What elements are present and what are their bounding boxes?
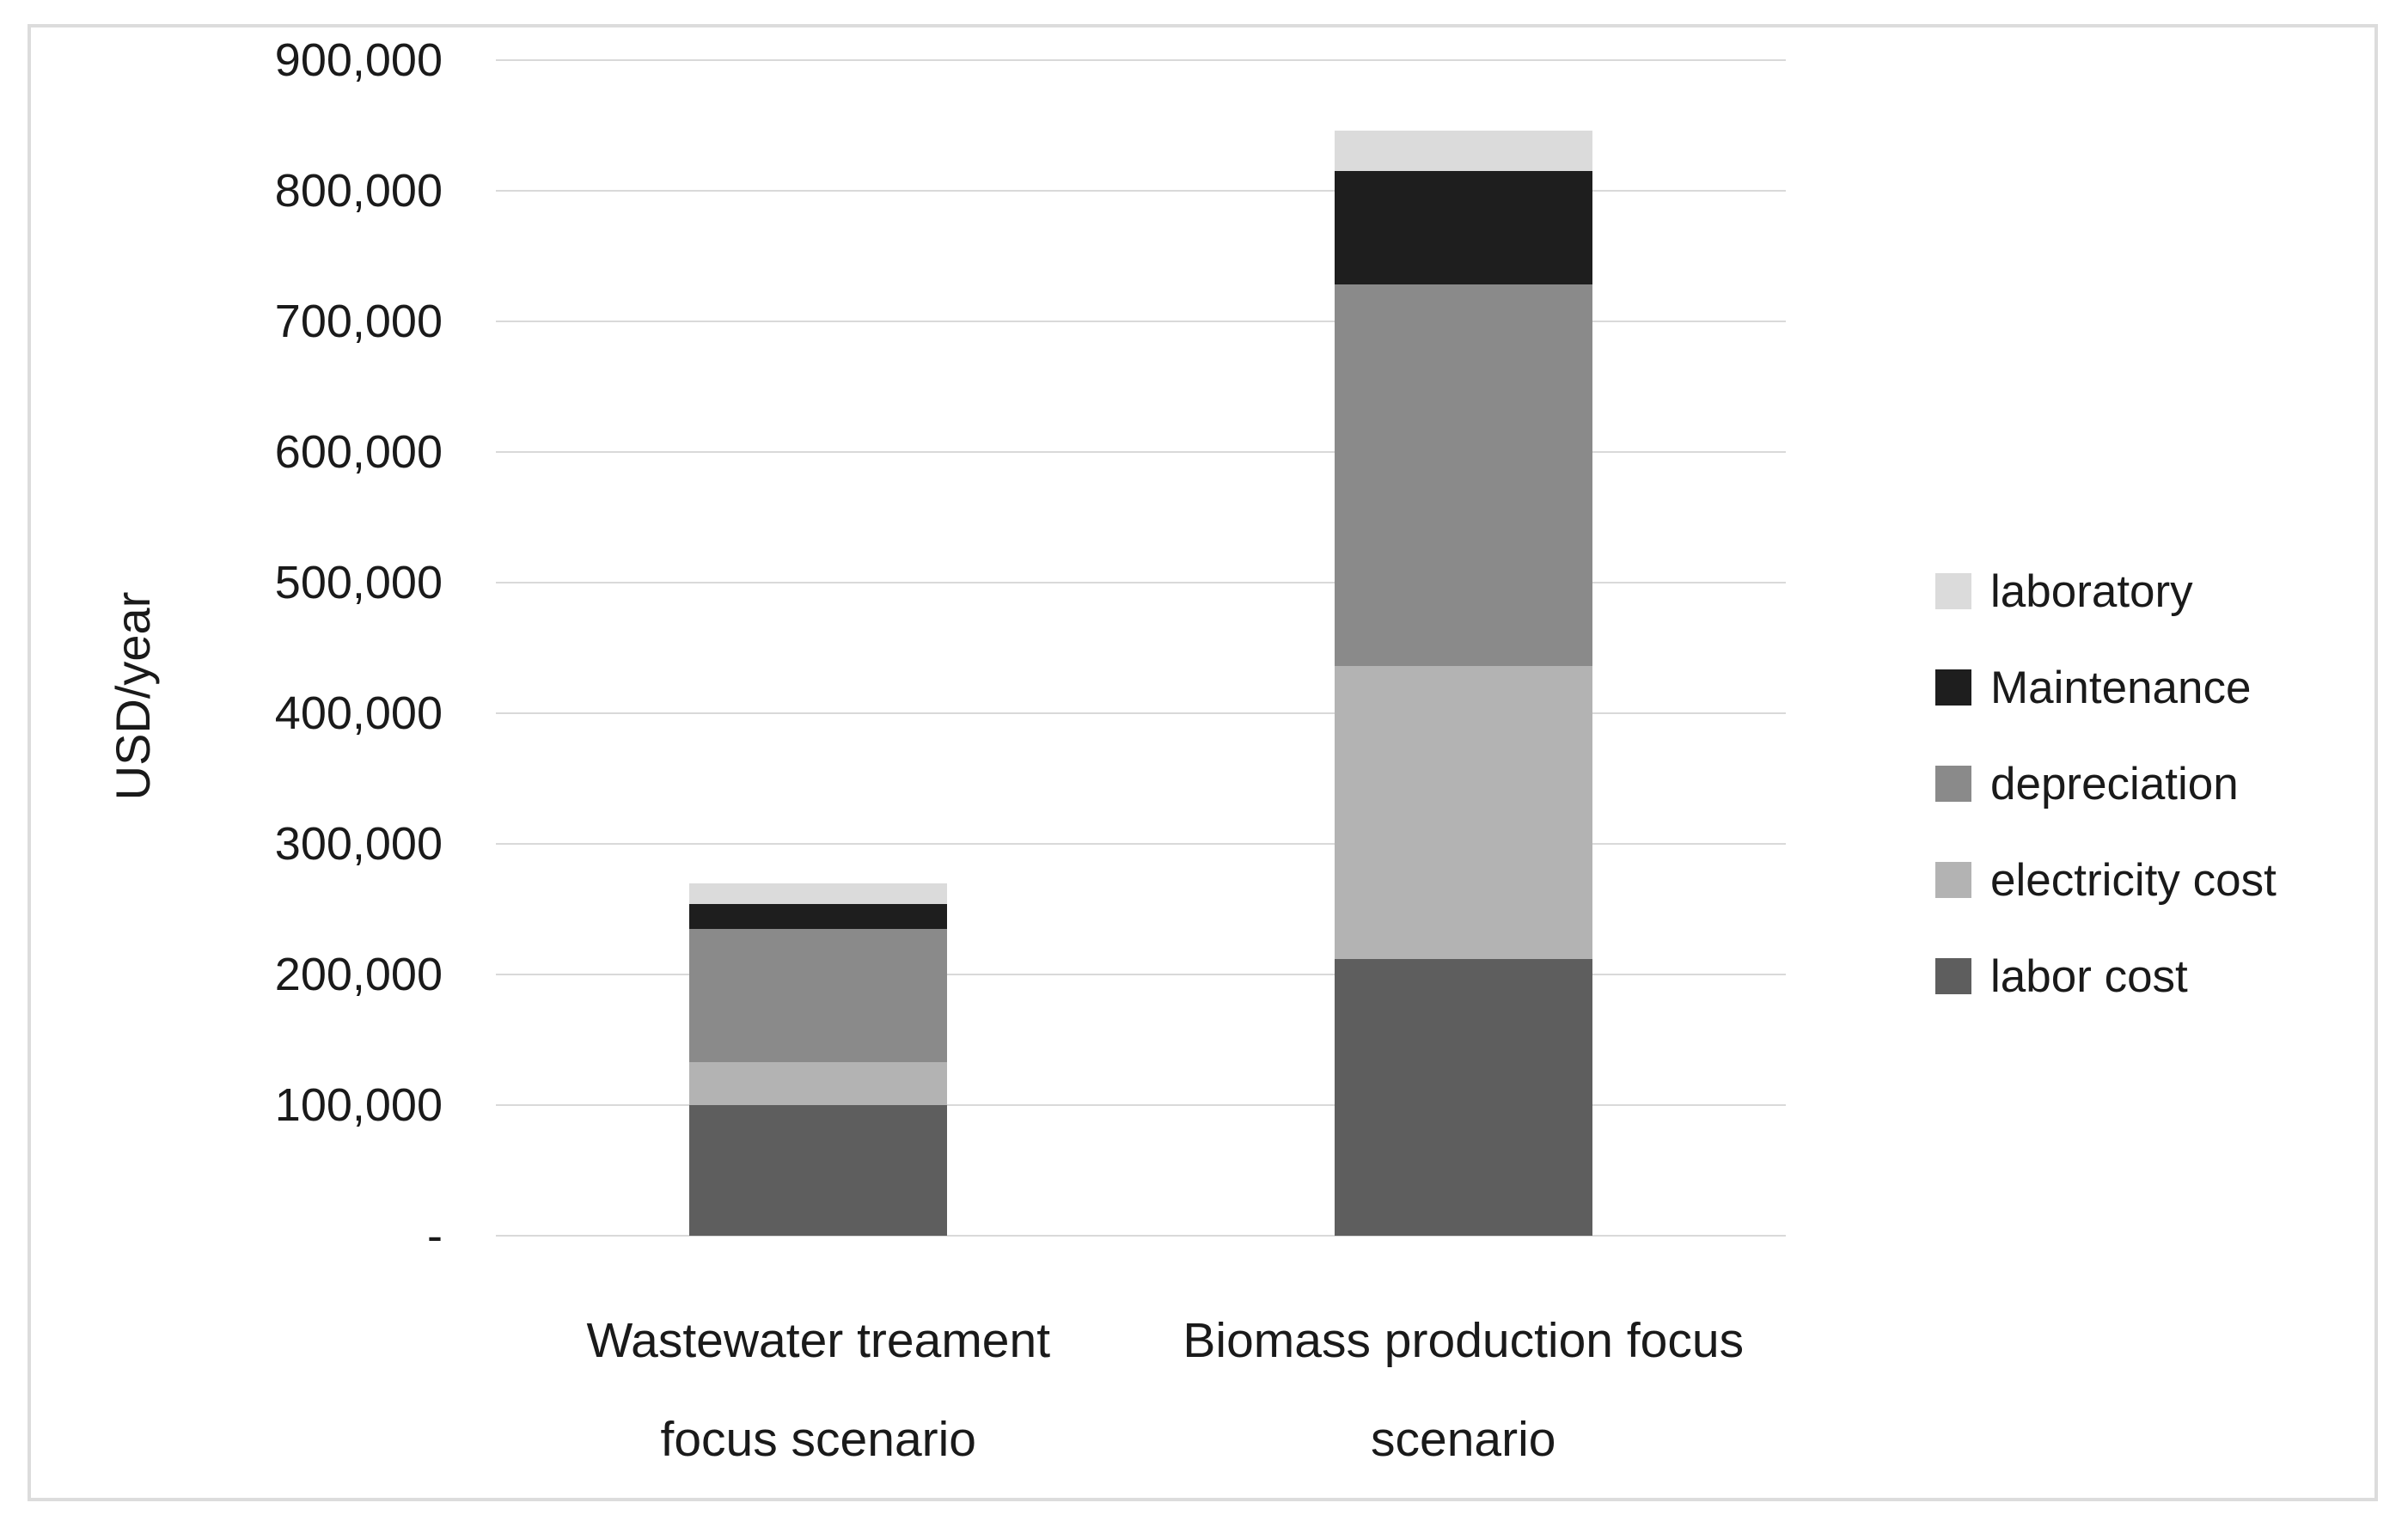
legend-swatch: [1935, 766, 1971, 802]
y-tick-label: 500,000: [274, 557, 443, 608]
legend-label: Maintenance: [1990, 662, 2252, 713]
legend-label: depreciation: [1990, 758, 2239, 809]
gridline: [496, 451, 1786, 453]
bar-segment-depreciation: [689, 928, 948, 1062]
bar-segment-electricity-cost: [689, 1061, 948, 1105]
category-label: Biomass production focus scenario: [1183, 1313, 1745, 1468]
bar-segment-electricity-cost: [1334, 666, 1592, 959]
bar-segment-maintenance: [1334, 171, 1592, 285]
gridline: [496, 712, 1786, 714]
legend-label: labor cost: [1990, 950, 2188, 1002]
gridline: [496, 59, 1786, 61]
y-tick-label: 700,000: [274, 296, 443, 347]
gridline: [496, 843, 1786, 845]
chart-border: [28, 24, 2378, 1501]
bar-segment-maintenance: [689, 903, 948, 929]
gridline: [496, 1104, 1786, 1106]
legend-swatch: [1935, 669, 1971, 706]
legend-swatch: [1935, 862, 1971, 898]
y-tick-label: 400,000: [274, 687, 443, 739]
y-tick-label: 900,000: [274, 34, 443, 86]
y-tick-label: 600,000: [274, 426, 443, 478]
legend-item-depreciation: depreciation: [1935, 736, 2277, 832]
y-tick-label: 300,000: [274, 818, 443, 870]
bar-segment-laboratory: [689, 883, 948, 904]
legend-item-maintenance: Maintenance: [1935, 639, 2277, 736]
legend-item-electricity-cost: electricity cost: [1935, 832, 2277, 928]
legend-swatch: [1935, 958, 1971, 994]
bar-segment-labor-cost: [1334, 958, 1592, 1236]
category-label: Wastewater treament focus scenario: [586, 1313, 1051, 1468]
legend-swatch: [1935, 573, 1971, 609]
gridline: [496, 1235, 1786, 1237]
y-tick-label: -: [427, 1210, 443, 1261]
legend-item-labor-cost: labor cost: [1935, 928, 2277, 1024]
legend-label: laboratory: [1990, 565, 2193, 617]
y-tick-label: 800,000: [274, 165, 443, 217]
bar-segment-laboratory: [1334, 131, 1592, 172]
bar-segment-depreciation: [1334, 284, 1592, 667]
gridline: [496, 582, 1786, 583]
gridline: [496, 321, 1786, 322]
gridline: [496, 974, 1786, 975]
y-tick-label: 200,000: [274, 949, 443, 1000]
legend-label: electricity cost: [1990, 854, 2277, 906]
y-tick-label: 100,000: [274, 1079, 443, 1131]
gridline: [496, 190, 1786, 192]
legend-item-laboratory: laboratory: [1935, 543, 2277, 639]
legend: laboratory Maintenance depreciation electri…: [1935, 543, 2277, 1024]
bar-segment-labor-cost: [689, 1105, 948, 1236]
